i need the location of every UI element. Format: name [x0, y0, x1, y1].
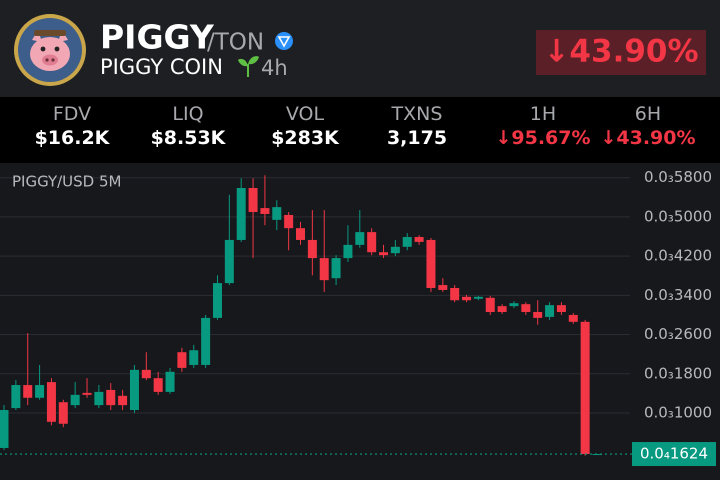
candle-body [94, 391, 104, 406]
candle-body [450, 287, 460, 301]
y-tick-label: 0.0₃1800 [644, 364, 712, 382]
candle-body [224, 239, 234, 284]
stat-value: $16.2K [34, 127, 110, 149]
candle-body [82, 392, 92, 395]
stat-label: 1H [529, 103, 557, 125]
candle-body [390, 246, 400, 254]
candle-body [70, 394, 80, 406]
candle-body [414, 237, 424, 242]
stat: 1H ↓95.67% [483, 97, 603, 149]
candle-body [153, 378, 163, 392]
chart: 0.0₃5800 0.0₃5000 0.0₃4200 0.0₃3400 0.0₃2600… [0, 163, 720, 480]
header-graphics: PIGGY /TON PIGGY COIN 4h ↓43.90% [14, 14, 706, 86]
candle-body [497, 306, 507, 313]
stat-value: 3,175 [386, 127, 448, 149]
candle-body [201, 317, 211, 365]
stat-value: ↓43.90% [600, 127, 696, 149]
stat-value: $8.53K [150, 127, 226, 149]
y-tick-label: 0.0₃4200 [644, 247, 712, 265]
candle-body [568, 314, 578, 322]
candle-body [177, 352, 187, 368]
candle-body [23, 385, 33, 398]
stat-label: FDV [52, 103, 92, 125]
candle-body [58, 402, 68, 424]
chart-label: PIGGY/USD 5M [12, 173, 122, 191]
stat: VOL $283K [245, 97, 365, 149]
candle-body [556, 305, 566, 313]
header: PIGGY /TON PIGGY COIN 4h ↓43.90% [0, 0, 720, 97]
y-tick-label: 0.0₃2600 [644, 325, 712, 343]
token-name: PIGGY COIN [100, 55, 223, 79]
candle-body [319, 258, 329, 281]
last-price-box [632, 442, 716, 467]
candle-body [545, 305, 555, 317]
candle-body [11, 385, 21, 409]
stat: FDV $16.2K [12, 97, 132, 149]
candle-body [118, 395, 128, 406]
stat-label: LIQ [172, 103, 204, 125]
symbol: PIGGY [100, 18, 215, 57]
candle-body [473, 296, 483, 299]
stat: 6H ↓43.90% [588, 97, 708, 149]
candle-body [272, 207, 282, 220]
candle-body [426, 239, 436, 288]
avatar [14, 14, 86, 86]
y-tick-label: 0.0₃3400 [644, 286, 712, 304]
candle-body [462, 296, 472, 301]
candle-body [438, 285, 448, 290]
stats-row: FDV $16.2K LIQ $8.53K VOL $283K TXNS 3,175 1H ↓95… [0, 97, 720, 163]
candle-body [236, 187, 246, 240]
candle-body [509, 303, 519, 307]
change-badge [536, 30, 706, 75]
y-tick-label: 0.0₃1000 [644, 403, 712, 421]
candle-body [141, 369, 151, 379]
stat-label: 6H [634, 103, 662, 125]
candle-body [106, 389, 116, 406]
last-price-label: 0.0₄1624 [640, 445, 708, 463]
stat-label: VOL [285, 103, 325, 125]
candle-body [402, 237, 412, 247]
stat-value: ↓95.67% [495, 127, 591, 149]
candle-body [485, 297, 495, 313]
candle-body [355, 232, 365, 245]
candle-body [521, 304, 531, 313]
candle-body [367, 232, 377, 253]
candle-body [296, 228, 305, 240]
candle-body [284, 214, 294, 229]
candle-body [165, 371, 175, 392]
sprout-icon [238, 56, 259, 77]
candle-body [331, 258, 341, 279]
y-tick-label: 0.0₃5800 [644, 168, 712, 186]
age: 4h [261, 56, 288, 80]
candle-body [343, 244, 353, 259]
stat: LIQ $8.53K [128, 97, 248, 149]
candle-body [379, 252, 389, 256]
candle-body [35, 385, 45, 398]
candle-body [533, 312, 543, 318]
stat: TXNS 3,175 [357, 97, 477, 149]
candle-body [580, 321, 590, 455]
candle-body [0, 409, 9, 448]
candle-body [260, 208, 270, 214]
stat-label: TXNS [391, 103, 443, 125]
pair: /TON [207, 30, 264, 56]
candle-body [189, 350, 199, 365]
candle-body [46, 382, 56, 422]
candle-body [307, 239, 317, 259]
stat-value: $283K [271, 127, 339, 149]
candle-body [129, 369, 139, 411]
change: ↓43.90% [543, 34, 698, 70]
y-tick-label: 0.0₃5000 [644, 207, 712, 225]
candle-body [248, 187, 258, 213]
ton-badge [275, 32, 293, 50]
candle-body [212, 283, 222, 318]
